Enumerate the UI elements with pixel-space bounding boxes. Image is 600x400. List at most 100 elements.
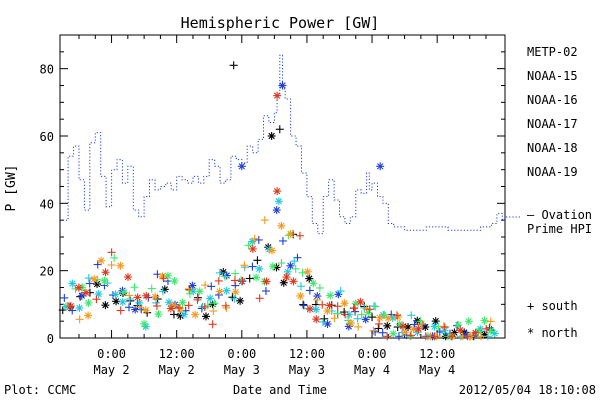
data-point-noaa-17 [130, 283, 139, 292]
data-point-noaa-15 [77, 291, 86, 300]
data-point-noaa-15 [188, 281, 197, 290]
marker-stroke [119, 298, 126, 306]
data-point-noaa-18 [90, 275, 99, 284]
marker-stroke [84, 312, 92, 319]
data-point-noaa-16 [206, 294, 215, 303]
marker-stroke [384, 322, 391, 330]
data-point-noaa-15 [272, 206, 281, 215]
data-point-noaa-19 [392, 311, 401, 320]
marker-stroke [142, 307, 150, 314]
data-point-noaa-16 [353, 314, 362, 323]
data-point-noaa-18 [116, 261, 125, 270]
marker-stroke [268, 132, 275, 140]
data-point-noaa-16 [283, 267, 292, 276]
data-point-peak [376, 162, 385, 171]
marker-stroke [93, 280, 101, 288]
data-point-peak [267, 132, 276, 140]
data-point-noaa-19 [440, 323, 449, 332]
x-tick-date-label: May 2 [93, 363, 129, 377]
ovation-legend-label: — Ovation [527, 208, 592, 222]
data-point-noaa-19 [133, 293, 142, 302]
marker-stroke [124, 273, 132, 281]
data-point-noaa-17 [474, 327, 483, 336]
marker-stroke [101, 277, 108, 284]
marker-stroke [117, 262, 124, 269]
data-point-noaa-19 [406, 331, 415, 340]
marker-stroke [191, 311, 199, 318]
marker-stroke [491, 330, 498, 337]
x-tick-time-label: 0:00 [227, 347, 256, 361]
data-point-noaa-19 [184, 301, 193, 310]
data-point-noaa-19 [305, 304, 314, 313]
data-point-noaa-15 [305, 286, 314, 295]
marker-stroke [112, 291, 119, 298]
data-point-noaa-19 [312, 315, 321, 324]
data-point-noaa-18 [209, 307, 218, 316]
marker-stroke [347, 319, 355, 327]
marker-stroke [179, 299, 186, 306]
data-point-noaa-19 [193, 295, 202, 304]
marker-stroke [140, 320, 148, 327]
data-point-peak [273, 91, 282, 100]
data-point-noaa-16 [215, 268, 224, 277]
data-point-noaa-19 [248, 244, 257, 253]
data-point-noaa-19 [214, 276, 223, 285]
marker-stroke [287, 262, 294, 270]
data-point-noaa-16 [407, 311, 416, 320]
marker-stroke [165, 299, 173, 306]
data-point-noaa-17 [119, 288, 128, 297]
data-point-noaa-17 [140, 319, 149, 328]
marker-stroke [399, 322, 407, 330]
legend-entry-noaa-19: NOAA-19 [527, 165, 578, 179]
marker-stroke [232, 288, 239, 296]
data-point-noaa-19 [318, 300, 327, 309]
marker-stroke [341, 300, 348, 307]
data-point-noaa-15 [378, 328, 387, 337]
data-point-noaa-17 [486, 326, 495, 335]
data-point-noaa-16 [179, 310, 188, 319]
legend: METP-02 NOAA-15 NOAA-16 NOAA-17 NOAA-18 NOAA-… [506, 45, 592, 340]
data-point-noaa-15 [278, 236, 287, 245]
data-point-noaa-17 [185, 289, 194, 298]
data-point-noaa-16 [312, 305, 321, 314]
data-point-noaa-18 [267, 246, 276, 255]
data-point-noaa-19 [350, 304, 359, 313]
data-point-noaa-19 [295, 231, 304, 240]
plot-source-label: Plot: CCMC [4, 383, 76, 397]
data-point-noaa-18 [240, 261, 249, 270]
data-point-noaa-15 [344, 322, 353, 331]
data-point-noaa-15 [60, 293, 69, 302]
data-point-metp-02 [245, 274, 254, 283]
data-point-metp-02 [279, 278, 288, 287]
marker-stroke [196, 288, 203, 295]
marker-stroke [164, 272, 172, 279]
marker-stroke [481, 317, 488, 324]
data-point-noaa-15 [361, 315, 370, 324]
marker-stroke [306, 275, 313, 282]
marker-stroke [266, 246, 273, 253]
x-tick-time-label: 12:00 [159, 347, 195, 361]
data-point-noaa-17 [252, 273, 261, 282]
marker-stroke [278, 222, 285, 230]
data-point-noaa-18 [141, 306, 150, 315]
data-point-noaa-19 [255, 294, 264, 303]
x-tick-date-label: May 4 [419, 363, 455, 377]
data-point-noaa-18 [107, 260, 116, 269]
marker-stroke [357, 298, 364, 306]
data-point-noaa-17 [84, 298, 93, 307]
data-point-noaa-19 [82, 288, 91, 297]
data-point-noaa-19 [166, 304, 175, 313]
marker-stroke [304, 268, 311, 275]
data-point-noaa-18 [296, 291, 305, 300]
data-point-noaa-17 [277, 258, 286, 267]
marker-stroke [410, 325, 417, 333]
data-point-noaa-18 [250, 234, 259, 243]
data-point-noaa-15 [261, 287, 270, 296]
data-point-metp-02 [228, 293, 237, 302]
x-axis-label: Date and Time [233, 383, 327, 397]
data-point-noaa-17 [380, 310, 389, 319]
data-point-noaa-15 [125, 303, 134, 312]
data-point-noaa-19 [471, 328, 480, 337]
marker-stroke [216, 288, 223, 295]
data-point-noaa-18 [84, 311, 93, 320]
